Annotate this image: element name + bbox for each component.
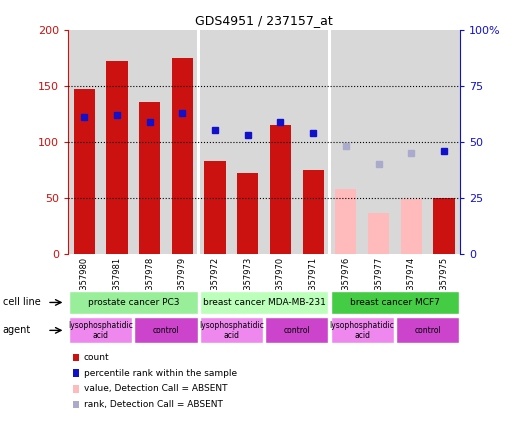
Text: lysophosphatidic
acid: lysophosphatidic acid — [329, 321, 395, 340]
Bar — [395, 30, 428, 254]
Text: control: control — [283, 326, 310, 335]
Text: control: control — [414, 326, 441, 335]
Bar — [74, 89, 95, 254]
Bar — [172, 58, 193, 254]
Bar — [139, 102, 161, 254]
Text: control: control — [153, 326, 179, 335]
Text: cell line: cell line — [3, 297, 40, 308]
Text: count: count — [84, 353, 109, 362]
Bar — [297, 30, 329, 254]
Bar — [270, 125, 291, 254]
Bar — [401, 199, 422, 254]
Bar — [335, 189, 357, 254]
Bar — [204, 161, 226, 254]
Bar — [106, 61, 128, 254]
Text: lysophosphatidic
acid: lysophosphatidic acid — [199, 321, 264, 340]
Bar — [428, 30, 460, 254]
Bar — [328, 30, 331, 254]
Text: prostate cancer PC3: prostate cancer PC3 — [88, 298, 179, 307]
Bar — [302, 170, 324, 254]
Text: breast cancer MDA-MB-231: breast cancer MDA-MB-231 — [203, 298, 325, 307]
Bar — [362, 30, 395, 254]
Text: rank, Detection Call = ABSENT: rank, Detection Call = ABSENT — [84, 400, 223, 409]
Text: agent: agent — [3, 325, 31, 335]
Bar — [166, 30, 199, 254]
Bar — [68, 30, 100, 254]
Bar — [199, 30, 231, 254]
Bar — [231, 30, 264, 254]
Bar — [368, 214, 389, 254]
Bar — [264, 30, 297, 254]
Bar — [433, 198, 454, 254]
Text: value, Detection Call = ABSENT: value, Detection Call = ABSENT — [84, 384, 227, 393]
Text: percentile rank within the sample: percentile rank within the sample — [84, 368, 237, 378]
Title: GDS4951 / 237157_at: GDS4951 / 237157_at — [195, 14, 333, 27]
Bar — [237, 173, 258, 254]
Bar — [100, 30, 133, 254]
Bar — [329, 30, 362, 254]
Text: breast cancer MCF7: breast cancer MCF7 — [350, 298, 440, 307]
Text: lysophosphatidic
acid: lysophosphatidic acid — [68, 321, 133, 340]
Bar — [133, 30, 166, 254]
Bar — [197, 30, 200, 254]
